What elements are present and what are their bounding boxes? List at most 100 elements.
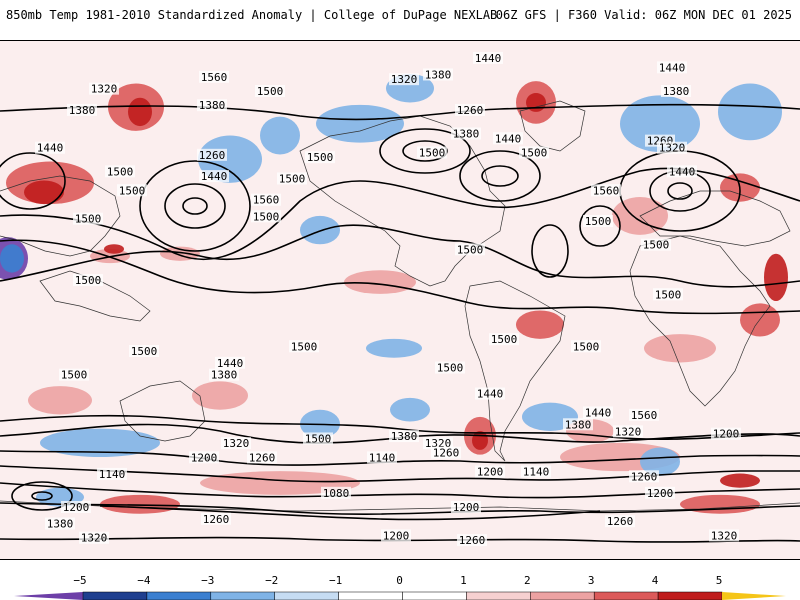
- contour-label-bg: [417, 146, 447, 159]
- contour-label: 1500: [655, 288, 682, 301]
- contour-label: 1500: [305, 432, 332, 445]
- contour-low-hudson-inner: [481, 165, 519, 187]
- contour-label-bg: [519, 146, 549, 159]
- contour-label: 1320: [711, 529, 738, 542]
- contour-label-bg: [89, 82, 119, 95]
- contour-label-bg: [389, 430, 419, 443]
- contour-label: 1500: [253, 210, 280, 223]
- colorbar-tick-label: 0: [396, 574, 403, 587]
- colorbar-tick-label: 5: [716, 574, 723, 587]
- colorbar-bar: [14, 591, 786, 600]
- contour-label-bg: [209, 368, 239, 381]
- contour-label-bg: [251, 193, 281, 206]
- anomaly-blob: [24, 180, 64, 205]
- contour-label: 1380: [199, 99, 226, 112]
- contour-label-bg: [247, 451, 277, 464]
- coastline-greenland: [519, 100, 586, 152]
- height-contour-layer: [0, 103, 800, 543]
- contour-label-bg: [59, 368, 89, 381]
- contour-line-1440-north: [0, 167, 800, 261]
- anomaly-blob: [680, 494, 760, 514]
- contour-label-bg: [117, 184, 147, 197]
- contour-label: 1380: [211, 369, 238, 382]
- contour-low-south-pacific: [11, 481, 73, 511]
- contour-label-bg: [475, 465, 505, 478]
- contour-label-bg: [653, 288, 683, 301]
- colorbar-tick-label: 1: [460, 574, 467, 587]
- contour-label-bg: [711, 427, 741, 440]
- contour-label: 1500: [585, 215, 612, 228]
- contour-label: 1500: [107, 165, 134, 178]
- colorbar-segment: [210, 591, 275, 600]
- contour-label: 1200: [63, 501, 90, 514]
- contour-low-south-pacific-inner: [31, 491, 53, 501]
- contour-label-bg: [473, 51, 503, 64]
- contour-label: 1440: [37, 142, 64, 155]
- contour-label-bg: [583, 406, 613, 419]
- contour-line-1500-north: [0, 224, 800, 288]
- contour-label-bg: [657, 141, 687, 154]
- contour-label-bg: [645, 486, 675, 499]
- contour-label: 1320: [81, 532, 108, 545]
- contour-label: 1200: [191, 451, 218, 464]
- contour-low-hudson: [459, 150, 541, 202]
- colorbar-segment: [466, 591, 531, 600]
- anomaly-blob: [620, 95, 700, 153]
- anomaly-blob: [128, 97, 152, 127]
- contour-label: 1500: [61, 369, 88, 382]
- contour-label-bg: [73, 212, 103, 225]
- contour-label-bg: [629, 408, 659, 421]
- contour-low-siberia-core: [667, 182, 693, 200]
- colorbar-tick-label: −5: [73, 574, 86, 587]
- anomaly-map: 1440 1440 1560 1320 1380 1320 1500 1380 1380 1380…: [0, 41, 800, 559]
- contour-label-bg: [389, 73, 419, 86]
- contour-high-europe: [579, 205, 621, 247]
- contour-label-bg: [455, 103, 485, 116]
- contour-label: 1200: [477, 466, 504, 479]
- anomaly-blob: [192, 381, 248, 410]
- contour-label: 1200: [647, 487, 674, 500]
- contour-label-bg: [305, 151, 335, 164]
- contour-label-bg: [201, 512, 231, 525]
- contour-label: 1380: [565, 418, 592, 431]
- contour-label-bg: [45, 517, 75, 530]
- anomaly-blob: [720, 473, 760, 488]
- contour-line-1200-south: [0, 502, 800, 515]
- contour-label-bg: [431, 446, 461, 459]
- contour-label: 1500: [131, 345, 158, 358]
- contour-label: 1260: [607, 515, 634, 528]
- contour-line-1500-south: [0, 423, 800, 444]
- anomaly-blob: [260, 116, 300, 155]
- contour-label: 1500: [75, 213, 102, 226]
- contour-label-bg: [303, 432, 333, 445]
- contour-label: 1260: [203, 513, 230, 526]
- contour-label-bg: [457, 534, 487, 547]
- contour-label-bg: [475, 387, 505, 400]
- contour-label: 1560: [631, 409, 658, 422]
- contour-label-bg: [199, 170, 229, 183]
- anomaly-shading-layer: [0, 74, 788, 514]
- anomaly-blob: [640, 447, 680, 476]
- contour-label: 1380: [453, 128, 480, 141]
- contour-low-north-pacific: [139, 160, 251, 252]
- contour-label: 1260: [433, 447, 460, 460]
- anomaly-blob: [0, 244, 24, 273]
- contour-label: 1440: [475, 52, 502, 65]
- contour-label-bg: [189, 451, 219, 464]
- contour-label: 1500: [437, 362, 464, 375]
- contour-label-bg: [277, 172, 307, 185]
- contour-label-bg: [583, 215, 613, 227]
- contour-label: 1080: [323, 487, 350, 500]
- contour-label: 1440: [495, 132, 522, 145]
- contour-label: 1320: [391, 73, 418, 86]
- contour-label-bg: [67, 103, 97, 116]
- contour-low-west-asia: [0, 152, 66, 210]
- contour-label: 1140: [99, 468, 126, 481]
- anomaly-colorbar: −5 −4 −3 −2 −1 0 1 2 3 4 5: [14, 574, 786, 600]
- contour-label-bg: [251, 210, 281, 223]
- contour-label-bg: [367, 451, 397, 464]
- contour-label: 1560: [593, 184, 620, 197]
- contour-label: 1500: [643, 239, 670, 252]
- anomaly-blob: [390, 397, 430, 422]
- contour-low-canada: [379, 128, 471, 174]
